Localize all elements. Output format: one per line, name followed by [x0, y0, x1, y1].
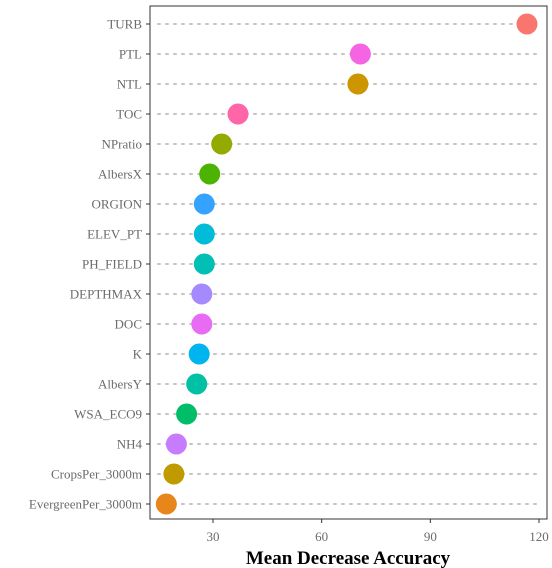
x-axis: 30 60 90 120 — [207, 519, 549, 544]
y-axis-labels: TURB PTL NTL TOC NPratio AlbersX ORGION ELEV_PT… — [29, 17, 150, 512]
y-label-toc: TOC — [116, 107, 142, 122]
point-toc — [227, 103, 249, 125]
y-label-wsa-eco9: WSA_ECO9 — [74, 407, 142, 422]
y-label-ntl: NTL — [117, 77, 142, 92]
y-label-nh4: NH4 — [117, 437, 143, 452]
y-label-albersy: AlbersY — [98, 377, 143, 392]
y-label-cropsper-3000m: CropsPer_3000m — [51, 467, 142, 482]
plot-panel — [149, 5, 548, 520]
data-points — [155, 13, 538, 515]
point-k — [188, 343, 210, 365]
y-label-k: K — [133, 347, 143, 362]
point-albersx — [199, 163, 221, 185]
point-nh4 — [165, 433, 187, 455]
x-tick-label-90: 90 — [424, 529, 437, 544]
y-label-turb: TURB — [107, 17, 142, 32]
x-tick-label-30: 30 — [207, 529, 220, 544]
y-label-depthmax: DEPTHMAX — [70, 287, 143, 302]
point-wsa-eco9 — [176, 403, 198, 425]
y-label-orgion: ORGION — [91, 197, 142, 212]
y-label-doc: DOC — [115, 317, 142, 332]
point-npratio — [211, 133, 233, 155]
x-tick-label-60: 60 — [315, 529, 328, 544]
point-cropsper-3000m — [163, 463, 185, 485]
point-ntl — [347, 73, 369, 95]
point-albersy — [186, 373, 208, 395]
y-label-ph-field: PH_FIELD — [82, 257, 142, 272]
y-label-elev-pt: ELEV_PT — [87, 227, 142, 242]
point-depthmax — [191, 283, 213, 305]
x-axis-title: Mean Decrease Accuracy — [246, 548, 451, 568]
point-orgion — [193, 193, 215, 215]
guide-lines — [157, 23, 541, 505]
x-tick-label-120: 120 — [529, 529, 549, 544]
point-turb — [516, 13, 538, 35]
y-label-evergreenper-3000m: EvergreenPer_3000m — [29, 497, 142, 512]
point-ptl — [349, 43, 371, 65]
point-doc — [191, 313, 213, 335]
y-label-albersx: AlbersX — [98, 167, 143, 182]
point-elev-pt — [193, 223, 215, 245]
point-ph-field — [193, 253, 215, 275]
y-label-ptl: PTL — [119, 47, 142, 62]
point-evergreenper-3000m — [155, 493, 177, 515]
y-label-npratio: NPratio — [102, 137, 142, 152]
